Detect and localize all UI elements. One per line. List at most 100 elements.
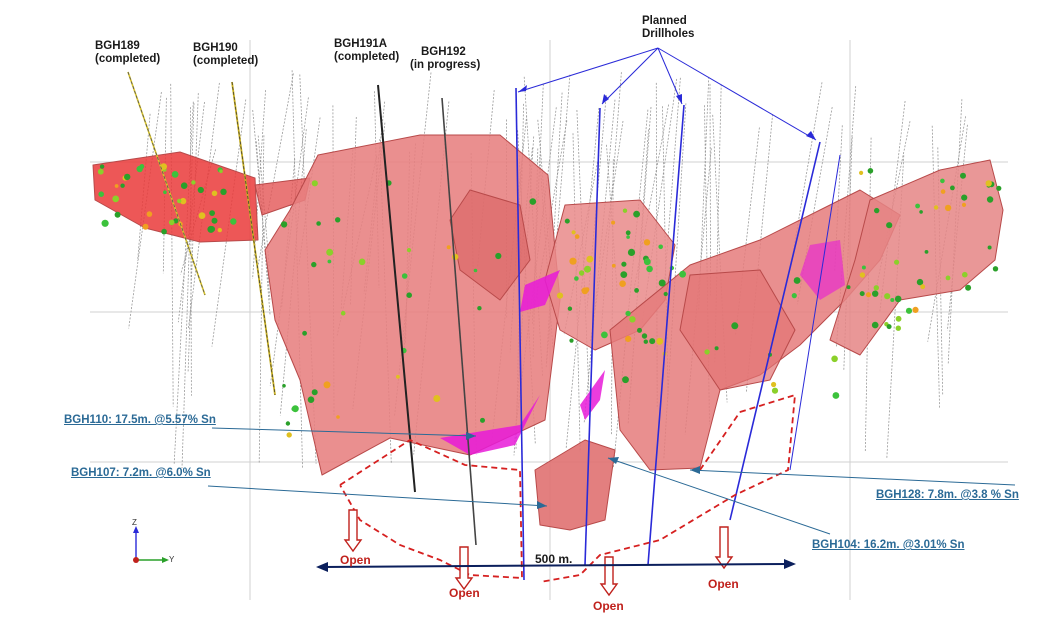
planned-line2: Drillholes xyxy=(642,28,695,40)
drillhole-trace xyxy=(170,83,174,407)
assay-marker xyxy=(865,292,872,298)
assay-marker xyxy=(646,265,653,273)
assay-marker xyxy=(621,261,627,267)
assay-marker xyxy=(327,259,332,264)
assay-marker xyxy=(634,288,639,293)
scale-label: 500 m. xyxy=(535,552,573,566)
planned-arrowheads xyxy=(518,85,816,140)
assay-marker xyxy=(916,278,924,286)
assay-marker xyxy=(316,221,321,226)
assay-marker xyxy=(161,228,167,235)
assay-marker xyxy=(791,293,797,299)
bgh189-name: BGH189 xyxy=(95,40,140,52)
assay-marker xyxy=(859,170,864,175)
assay-marker xyxy=(961,202,967,207)
label-planned-drillholes: Planned Drillholes xyxy=(642,15,694,41)
assay-marker xyxy=(230,218,237,225)
drillhole-trace xyxy=(177,101,205,323)
assay-marker xyxy=(586,255,594,263)
assay-marker xyxy=(556,292,564,299)
assay-marker xyxy=(944,204,952,212)
assay-marker xyxy=(625,335,632,342)
intercept-bgh128: BGH128: 7.8m. @3.8 % Sn xyxy=(876,489,1019,501)
assay-marker xyxy=(656,337,664,345)
open-arrow-4 xyxy=(714,526,734,570)
assay-marker xyxy=(731,322,739,330)
assay-marker xyxy=(872,290,879,297)
planned-drillholes xyxy=(515,87,841,581)
bgh190-status: (completed) xyxy=(193,55,259,67)
drillhole-trace xyxy=(947,99,963,365)
assay-marker xyxy=(480,417,485,423)
assay-marker xyxy=(120,183,125,188)
assay-marker xyxy=(649,338,656,345)
planned-line1: Planned xyxy=(642,15,687,27)
drillhole-trace xyxy=(600,72,622,336)
assay-marker xyxy=(714,346,719,351)
open-arrow-3 xyxy=(599,556,619,597)
open-arrows xyxy=(343,509,734,597)
bgh191a-status: (completed) xyxy=(334,51,400,63)
assay-marker xyxy=(920,284,926,290)
assay-marker xyxy=(894,259,900,265)
assay-marker xyxy=(473,268,478,273)
assay-marker xyxy=(209,210,216,217)
assay-marker xyxy=(584,265,591,273)
drillhole-trace xyxy=(546,74,571,363)
assay-marker xyxy=(569,338,574,343)
assay-marker xyxy=(996,185,1002,191)
assay-marker xyxy=(626,235,630,239)
assay-marker xyxy=(960,172,966,179)
assay-marker xyxy=(326,248,334,256)
assay-marker xyxy=(302,330,307,336)
assay-marker xyxy=(336,415,340,419)
assay-marker xyxy=(177,198,182,204)
label-bgh191a: BGH191A (completed) xyxy=(334,38,399,64)
assay-marker xyxy=(643,258,651,266)
assay-marker xyxy=(406,292,413,299)
assay-marker xyxy=(919,210,923,214)
label-bgh189: BGH189 (completed) xyxy=(95,40,160,66)
assay-marker xyxy=(658,279,666,287)
assay-marker xyxy=(832,392,840,399)
assay-marker xyxy=(886,222,893,229)
drillhole-trace xyxy=(269,97,309,387)
open-boundary-east xyxy=(699,411,741,471)
assay-marker xyxy=(179,197,187,205)
assay-marker xyxy=(173,218,179,224)
assay-marker xyxy=(663,291,668,297)
assay-marker xyxy=(962,271,968,278)
assay-marker xyxy=(859,291,865,297)
assay-marker xyxy=(114,184,119,188)
assay-marker xyxy=(217,227,222,233)
assay-marker xyxy=(915,203,920,209)
assay-marker xyxy=(433,395,441,402)
orebody-main-dark xyxy=(449,189,531,301)
drillhole-trace xyxy=(190,107,192,396)
open-arrow-1 xyxy=(343,509,363,553)
axis-z-label: Z xyxy=(132,518,137,527)
orebody-far-east xyxy=(829,159,1004,356)
drillhole-bgh191a xyxy=(377,84,416,493)
assay-marker xyxy=(895,325,901,331)
intercept-bgh104: BGH104: 16.2m. @3.01% Sn xyxy=(812,539,965,551)
assay-marker xyxy=(571,230,576,235)
orebody-lower-block xyxy=(534,439,616,531)
axis-indicator xyxy=(133,526,169,563)
open-label-1: Open xyxy=(340,553,371,567)
assay-marker xyxy=(584,287,590,292)
open-arrow-2 xyxy=(454,546,474,591)
drillhole-trace xyxy=(565,107,600,449)
assay-marker xyxy=(280,221,288,228)
assay-marker xyxy=(987,245,992,250)
assay-marker xyxy=(446,245,451,250)
assay-marker xyxy=(643,339,648,344)
drillhole-trace xyxy=(927,116,966,342)
label-bgh192: BGH192 (in progress) xyxy=(410,46,480,72)
assay-marker xyxy=(124,173,131,181)
drillhole-bgh192 xyxy=(441,97,477,546)
assay-marker xyxy=(874,207,880,214)
intercept-leaders xyxy=(207,427,1016,535)
assay-marker xyxy=(965,284,972,291)
assay-marker xyxy=(985,180,992,187)
